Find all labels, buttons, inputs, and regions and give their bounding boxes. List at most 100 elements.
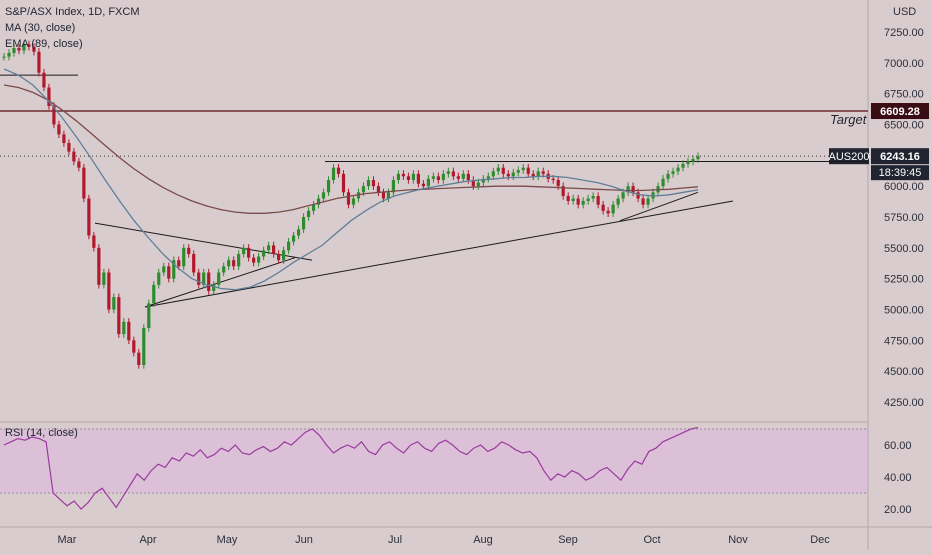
- candle-body: [411, 173, 416, 180]
- candle-body: [446, 171, 450, 174]
- candle-body: [257, 256, 261, 263]
- y-tick-label: 4500.00: [884, 366, 924, 378]
- candle-body: [561, 186, 565, 197]
- candle-body: [172, 260, 176, 279]
- candle-body: [666, 173, 670, 179]
- candle-body: [227, 260, 231, 267]
- candle-body: [401, 173, 406, 177]
- rsi-legend: RSI (14, close): [5, 427, 78, 439]
- candle-body: [62, 134, 66, 143]
- candle-body: [37, 51, 41, 73]
- candle-body: [451, 171, 455, 177]
- candle-body: [291, 235, 296, 242]
- y-tick-label: 5000.00: [884, 305, 924, 317]
- candle-body: [281, 250, 286, 261]
- candle-body: [127, 321, 131, 341]
- x-tick-label: Oct: [643, 534, 660, 546]
- candle-body: [621, 192, 625, 199]
- candle-body: [491, 171, 495, 177]
- candle-body: [112, 297, 116, 310]
- candle-body: [646, 198, 650, 205]
- candle-body: [456, 176, 460, 179]
- candle-body: [17, 48, 21, 51]
- candle-body: [436, 176, 440, 180]
- candle-body: [57, 124, 61, 135]
- x-tick-label: Aug: [473, 534, 493, 546]
- candle-body: [486, 176, 490, 179]
- candle-body: [142, 328, 146, 365]
- y-tick-label: 6000.00: [884, 181, 924, 193]
- candle-body: [616, 198, 620, 205]
- candle-body: [431, 176, 435, 179]
- candle-body: [132, 340, 136, 353]
- ema-line: [3, 84, 699, 214]
- candle-body: [336, 167, 341, 174]
- legend-ema: EMA (89, close): [5, 38, 83, 50]
- candle-body: [27, 44, 31, 47]
- candle-body: [441, 173, 445, 180]
- short-support-line: [619, 191, 699, 222]
- candle-body: [12, 48, 16, 53]
- candle-body: [2, 56, 6, 58]
- candle-body: [296, 229, 301, 236]
- candle-body: [331, 167, 336, 180]
- candle-body: [242, 247, 246, 254]
- rsi-band: [0, 429, 868, 493]
- last-symbol-box: [829, 148, 869, 165]
- candle-body: [72, 151, 76, 162]
- x-tick-label: Jul: [388, 534, 402, 546]
- candle-body: [92, 235, 96, 248]
- rsi-tick-label: 60.00: [884, 440, 912, 452]
- candle-body: [192, 254, 196, 273]
- y-tick-label: 7000.00: [884, 58, 924, 70]
- legend: S&P/ASX Index, 1D, FXCM MA (30, close) E…: [5, 4, 140, 52]
- candle-body: [346, 192, 351, 205]
- candle-body: [77, 161, 81, 168]
- candle-body: [626, 186, 630, 193]
- candle-body: [696, 156, 700, 160]
- candle-body: [376, 186, 381, 193]
- candle-body: [571, 198, 575, 201]
- candle-body: [162, 266, 166, 273]
- candle-body: [47, 87, 51, 106]
- candle-body: [386, 192, 391, 199]
- candle-body: [586, 198, 590, 201]
- last-symbol-label: AUS200: [829, 151, 870, 163]
- candle-body: [361, 186, 366, 193]
- candle-body: [551, 178, 555, 180]
- candle-body: [222, 266, 226, 273]
- candle-body: [32, 46, 36, 52]
- candle-body: [217, 272, 221, 285]
- candle-body: [212, 284, 216, 291]
- candle-body: [406, 176, 411, 180]
- candle-body: [187, 247, 191, 254]
- candle-body: [671, 171, 675, 174]
- candle-body: [306, 210, 311, 217]
- candle-body: [122, 321, 126, 335]
- candle-body: [516, 170, 520, 173]
- y-tick-label: 6500.00: [884, 120, 924, 132]
- legend-ma: MA (30, close): [5, 22, 76, 34]
- candle-body: [591, 196, 595, 199]
- y-tick-label: 7250.00: [884, 27, 924, 39]
- candle-body: [581, 200, 585, 205]
- candle-body: [97, 247, 101, 285]
- candle-body: [207, 272, 211, 291]
- candle-body: [501, 167, 505, 174]
- candle-body: [326, 180, 331, 193]
- candle-body: [7, 52, 11, 57]
- candle-body: [366, 180, 371, 187]
- long-support-line: [144, 200, 734, 308]
- candle-body: [301, 217, 306, 230]
- candle-body: [371, 180, 376, 187]
- candle-body: [506, 173, 510, 177]
- x-tick-label: Nov: [728, 534, 748, 546]
- candle-body: [262, 250, 266, 257]
- candle-body: [272, 245, 276, 254]
- candle-body: [631, 186, 635, 193]
- rsi-line: [3, 426, 699, 510]
- candle-body: [42, 72, 46, 88]
- candle-body: [396, 173, 401, 180]
